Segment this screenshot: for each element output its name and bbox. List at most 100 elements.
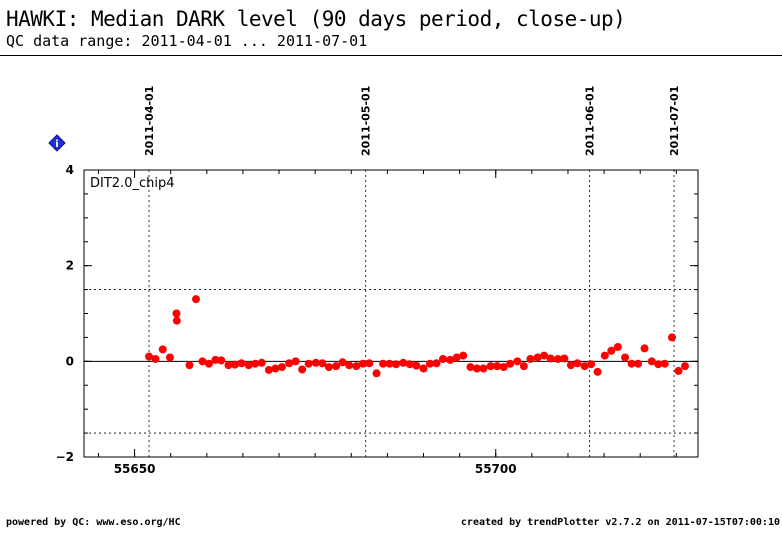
data-point xyxy=(540,351,549,360)
data-point xyxy=(224,361,233,370)
data-point xyxy=(251,359,260,368)
data-point xyxy=(379,359,388,368)
info-diamond-icon[interactable]: i xyxy=(48,134,66,152)
x-tick-label: 55650 xyxy=(114,462,156,476)
data-point xyxy=(264,365,273,374)
panel-label: DIT2.0_chip4 xyxy=(90,176,174,191)
data-point xyxy=(277,363,286,372)
date-marker-label: 2011-05-01 xyxy=(360,86,373,156)
data-point xyxy=(526,354,535,363)
data-point xyxy=(372,369,381,378)
data-point xyxy=(513,357,522,366)
data-point xyxy=(446,355,455,364)
y-tick-label: −2 xyxy=(56,450,74,464)
data-point xyxy=(654,360,663,369)
data-point xyxy=(172,316,181,325)
data-point xyxy=(338,358,347,367)
data-point xyxy=(506,359,515,368)
data-point xyxy=(211,355,220,364)
data-point xyxy=(667,333,676,342)
data-point xyxy=(533,353,542,362)
data-point xyxy=(499,363,508,372)
data-point xyxy=(486,362,495,371)
data-point xyxy=(151,354,160,363)
info-diamond-shape xyxy=(48,134,66,152)
data-point xyxy=(647,357,656,366)
data-point xyxy=(580,362,589,371)
footer-powered-by: powered by QC: www.eso.org/HC xyxy=(6,517,181,528)
y-tick-label: 2 xyxy=(66,259,74,273)
data-point xyxy=(298,365,307,374)
data-point xyxy=(553,354,562,363)
data-point xyxy=(587,360,596,369)
header-divider xyxy=(0,55,782,56)
data-point xyxy=(634,359,643,368)
data-point xyxy=(660,359,669,368)
x-tick-label: 55700 xyxy=(475,462,517,476)
data-point xyxy=(185,361,194,370)
data-point xyxy=(172,309,181,318)
data-point xyxy=(165,353,174,362)
data-point xyxy=(191,295,200,304)
data-point xyxy=(519,362,528,371)
chart-points xyxy=(145,295,689,378)
data-point xyxy=(365,359,374,368)
data-point xyxy=(392,360,401,369)
data-point xyxy=(466,363,475,372)
data-point xyxy=(304,359,313,368)
data-point xyxy=(613,342,622,351)
data-point xyxy=(145,352,154,361)
data-point xyxy=(472,364,481,373)
data-point xyxy=(640,344,649,353)
data-point xyxy=(566,361,575,370)
data-point xyxy=(345,361,354,370)
data-point xyxy=(158,345,167,354)
page-subtitle: QC data range: 2011-04-01 ... 2011-07-01 xyxy=(6,32,368,50)
data-point xyxy=(419,364,428,373)
data-point xyxy=(607,346,616,355)
footer-created-by: created by trendPlotter v2.7.2 on 2011-0… xyxy=(460,517,780,528)
data-point xyxy=(311,358,320,367)
data-point xyxy=(358,359,367,368)
data-point xyxy=(426,359,435,368)
date-marker-label: 2011-07-01 xyxy=(668,86,681,156)
data-point xyxy=(291,357,300,366)
data-point xyxy=(244,361,253,370)
data-point xyxy=(621,353,630,362)
data-point xyxy=(439,354,448,363)
data-point xyxy=(271,364,280,373)
data-point xyxy=(237,359,246,368)
data-point xyxy=(405,360,414,369)
data-point xyxy=(204,359,213,368)
data-point xyxy=(573,359,582,368)
data-point xyxy=(452,353,461,362)
data-point xyxy=(479,364,488,373)
data-point xyxy=(399,358,408,367)
data-point xyxy=(412,361,421,370)
data-point xyxy=(217,356,226,365)
data-point xyxy=(257,358,266,367)
data-point xyxy=(385,359,394,368)
data-point xyxy=(459,351,468,360)
data-point xyxy=(324,363,333,372)
chart-axes xyxy=(83,169,699,458)
data-point xyxy=(493,362,502,371)
data-point xyxy=(285,359,294,368)
data-point xyxy=(432,359,441,368)
y-tick-label: 4 xyxy=(66,163,74,177)
data-point xyxy=(546,354,555,363)
data-point xyxy=(230,360,239,369)
data-point xyxy=(560,354,569,363)
y-tick-label: 0 xyxy=(66,354,74,368)
page-title: HAWKI: Median DARK level (90 days period… xyxy=(6,7,626,31)
data-point xyxy=(332,362,341,371)
chart-labels: 2011-04-01 2011-05-01 2011-06-01 2011-07-01… xyxy=(56,86,681,476)
data-point xyxy=(198,357,207,366)
date-marker-label: 2011-04-01 xyxy=(143,86,156,156)
data-point xyxy=(674,366,683,375)
data-point xyxy=(627,359,636,368)
data-point xyxy=(593,367,602,376)
data-point xyxy=(352,362,361,371)
date-marker-label: 2011-06-01 xyxy=(584,86,597,156)
